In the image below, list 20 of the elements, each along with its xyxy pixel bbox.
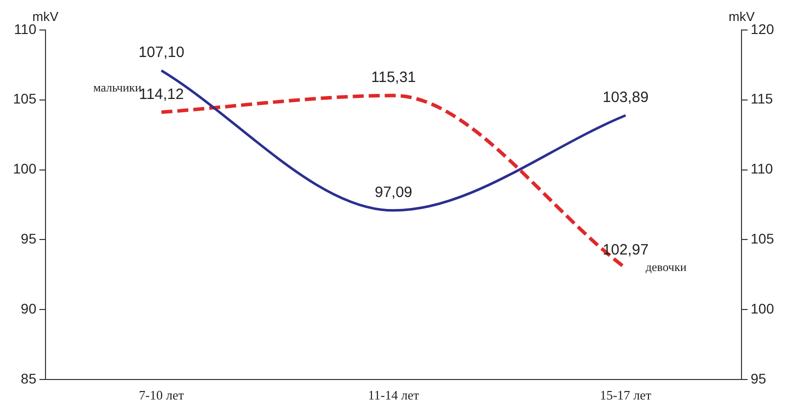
x-tick-label: 7-10 лет xyxy=(138,388,184,403)
y-tick-label: 95 xyxy=(20,230,37,246)
y-tick-label: 105 xyxy=(13,90,37,107)
y2-tick-label: 115 xyxy=(750,90,774,107)
y-tick-label: 100 xyxy=(13,160,37,177)
series-label: мальчики xyxy=(93,80,142,95)
data-label: 102,97 xyxy=(602,242,649,259)
y2-tick-label: 105 xyxy=(750,230,774,246)
y-tick-label: 90 xyxy=(20,300,37,316)
y2-tick-label: 95 xyxy=(750,370,766,386)
series-label: девочки xyxy=(646,260,688,274)
x-tick-label: 11-14 лет xyxy=(368,388,420,403)
data-label: 103,89 xyxy=(602,89,649,106)
y-tick-label: 85 xyxy=(20,370,37,386)
y2-tick-label: 110 xyxy=(750,160,774,177)
data-label: 115,31 xyxy=(371,69,416,86)
data-label: 107,10 xyxy=(138,44,184,62)
x-tick-label: 15-17 лет xyxy=(600,388,652,403)
y2-tick-label: 100 xyxy=(750,300,774,316)
data-label: 97,09 xyxy=(374,184,412,202)
